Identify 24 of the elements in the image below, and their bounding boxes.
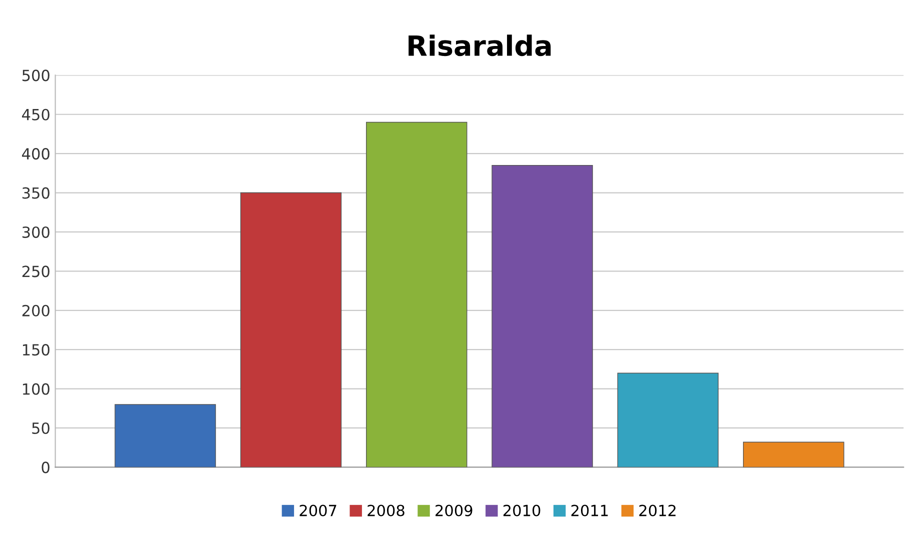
y-tick-label: 0 xyxy=(42,462,50,474)
bar xyxy=(366,122,468,468)
bar xyxy=(617,372,719,468)
y-tick-label: 250 xyxy=(22,266,50,278)
y-tick-label: 350 xyxy=(22,187,50,199)
legend-label: 2009 xyxy=(436,504,472,516)
y-tick-label: 50 xyxy=(32,422,50,434)
y-tick-label: 150 xyxy=(22,344,50,356)
y-tick-label: 100 xyxy=(22,383,50,395)
y-tick-label: 200 xyxy=(22,304,50,316)
y-tick-label: 300 xyxy=(22,226,50,238)
bar xyxy=(114,404,216,468)
legend-label: 2007 xyxy=(300,504,336,516)
legend-label: 2012 xyxy=(639,504,676,516)
legend-label: 2011 xyxy=(571,504,608,516)
bar xyxy=(240,192,342,468)
y-tick-label: 450 xyxy=(22,108,50,120)
y-tick-label: 500 xyxy=(22,70,50,82)
legend-label: 2010 xyxy=(503,504,540,516)
bar xyxy=(492,164,593,468)
y-tick-label: 400 xyxy=(22,148,50,160)
chart-title: Risaralda xyxy=(408,34,551,56)
legend-label: 2008 xyxy=(368,504,404,516)
bar xyxy=(742,442,844,468)
